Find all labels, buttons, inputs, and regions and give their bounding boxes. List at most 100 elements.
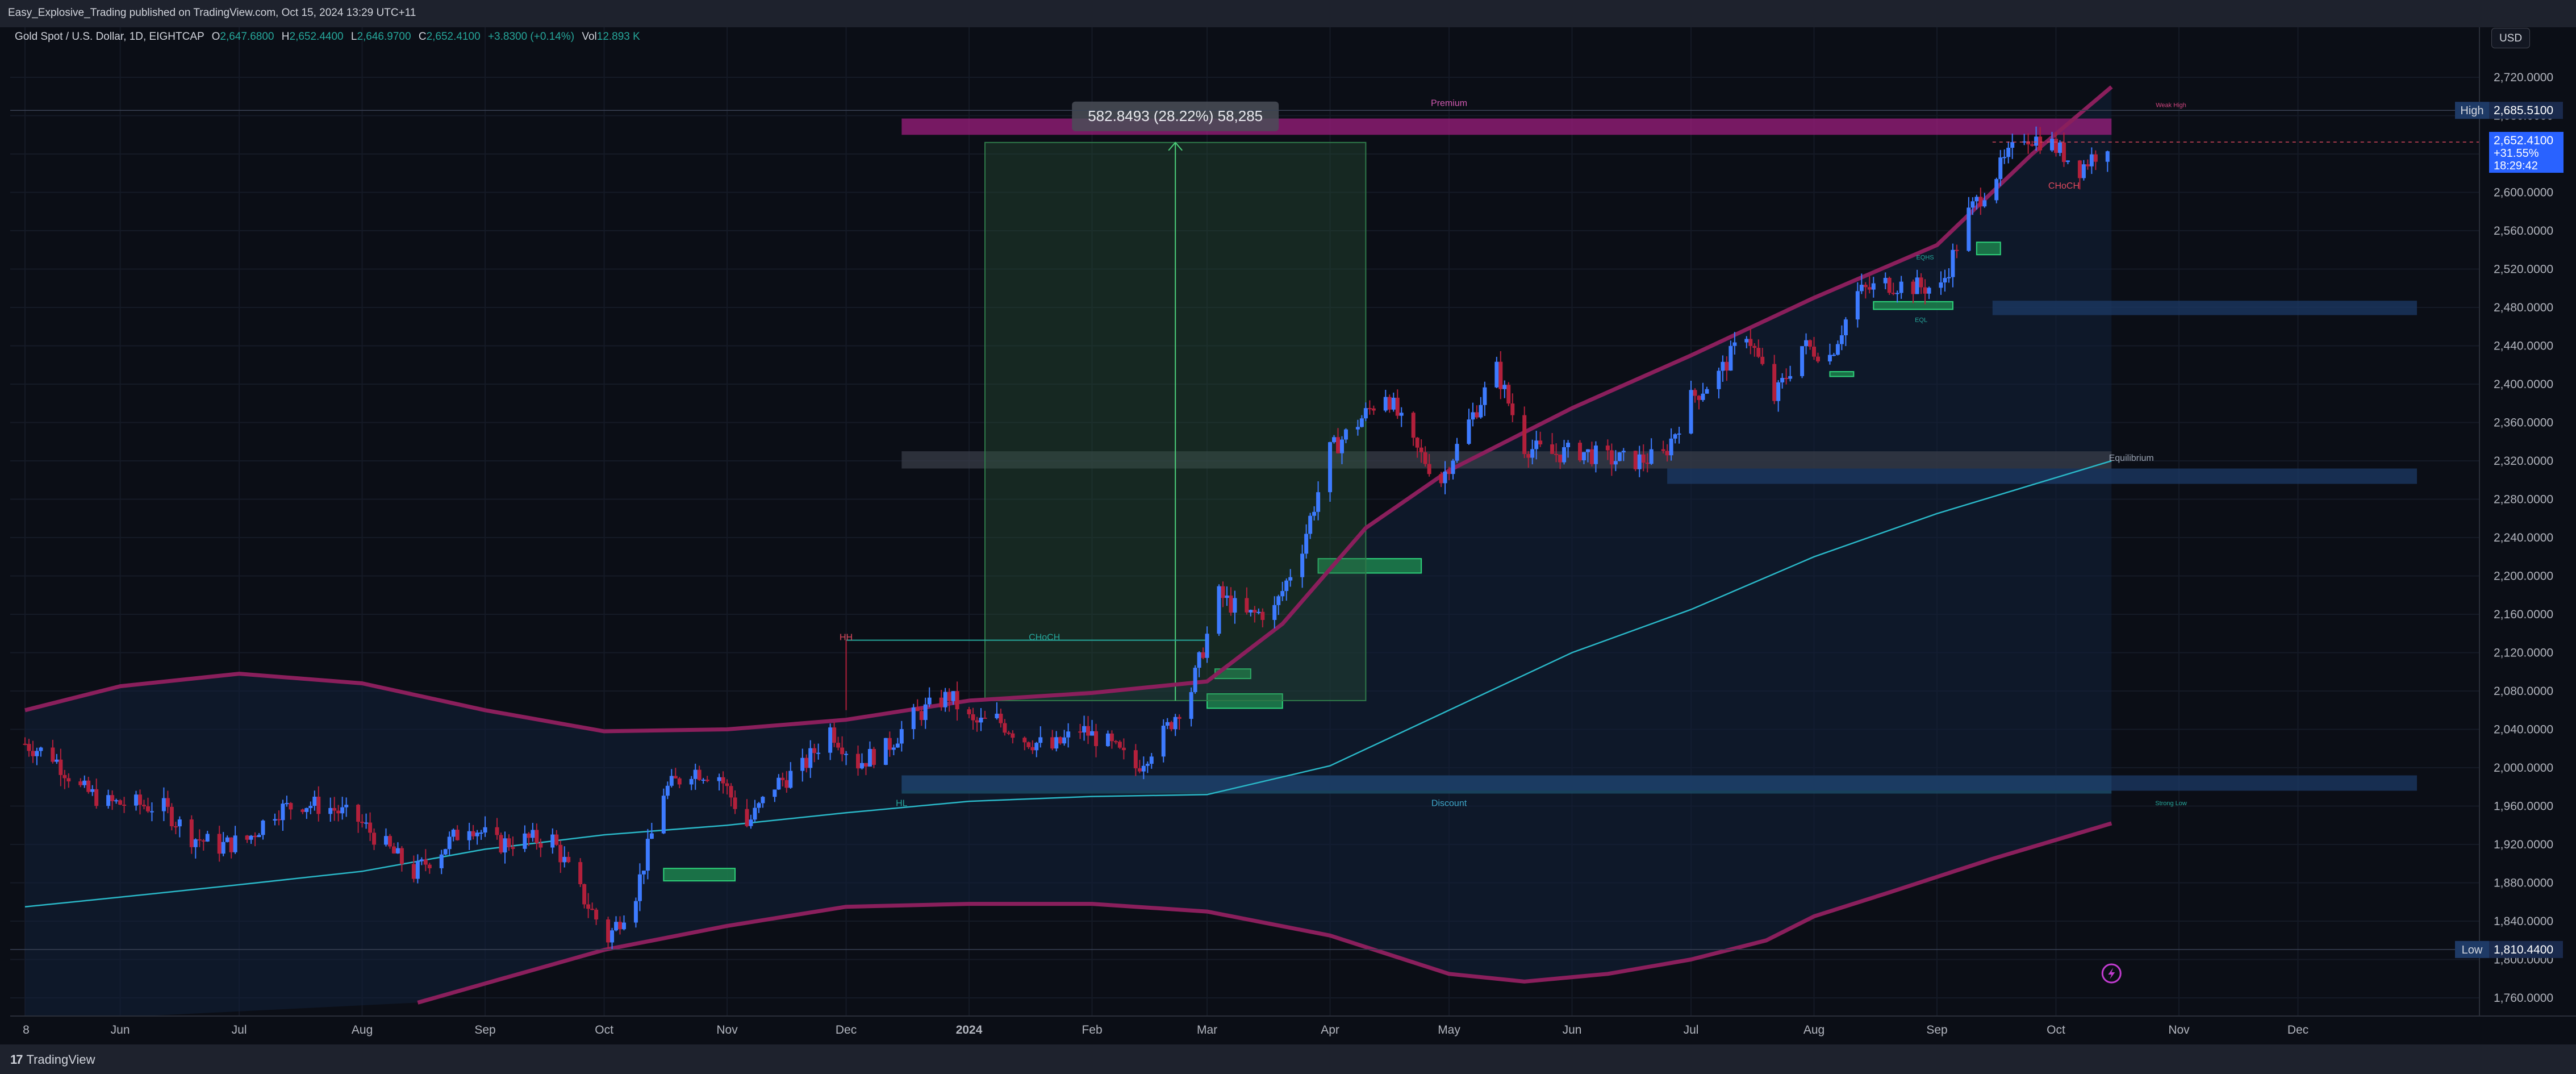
candle-body[interactable] [1272, 605, 1277, 620]
candle-body[interactable] [391, 846, 396, 854]
candle-body[interactable] [1034, 743, 1039, 751]
candle-body[interactable] [1621, 451, 1626, 453]
candle-body[interactable] [1867, 287, 1872, 290]
candle-body[interactable] [1030, 747, 1035, 751]
candle-body[interactable] [471, 831, 475, 836]
symbol-legend[interactable]: Gold Spot / U.S. Dollar, 1D, EIGHTCAP O2… [15, 31, 640, 43]
candle-body[interactable] [1117, 742, 1122, 748]
candle-body[interactable] [411, 864, 416, 879]
candle-body[interactable] [340, 807, 345, 814]
candle-body[interactable] [531, 830, 535, 838]
candle-body[interactable] [1141, 765, 1146, 772]
candle-body[interactable] [523, 833, 527, 849]
candle-body[interactable] [1137, 768, 1142, 772]
candle-body[interactable] [304, 807, 309, 812]
candle-body[interactable] [856, 754, 861, 769]
candle-body[interactable] [649, 833, 654, 839]
candle-body[interactable] [1661, 449, 1665, 451]
candle-body[interactable] [1343, 429, 1348, 440]
candle-body[interactable] [1585, 449, 1590, 452]
candle-body[interactable] [82, 780, 87, 785]
candle-body[interactable] [1312, 511, 1317, 516]
candle-body[interactable] [871, 749, 876, 765]
candle-body[interactable] [1843, 319, 1848, 336]
candle-body[interactable] [395, 848, 400, 854]
candle-body[interactable] [35, 751, 39, 756]
candle-body[interactable] [1105, 733, 1110, 746]
candle-body[interactable] [372, 832, 377, 845]
candle-body[interactable] [1090, 731, 1095, 736]
candle-body[interactable] [1617, 452, 1622, 461]
candle-body[interactable] [1566, 443, 1571, 447]
candle-body[interactable] [51, 747, 55, 762]
candle-body[interactable] [1094, 731, 1099, 746]
candle-body[interactable] [86, 780, 91, 792]
candle-body[interactable] [1359, 418, 1364, 427]
candle-body[interactable] [221, 842, 226, 854]
candle-body[interactable] [1939, 282, 1943, 288]
candle-body[interactable] [55, 759, 59, 762]
candle-body[interactable] [1316, 492, 1321, 512]
candle-body[interactable] [558, 844, 563, 863]
candle-body[interactable] [23, 743, 27, 745]
candle-body[interactable] [1915, 277, 1919, 294]
candle-body[interactable] [1339, 439, 1344, 453]
candle-body[interactable] [2054, 139, 2059, 153]
candle-body[interactable] [2006, 148, 2011, 157]
candle-body[interactable] [383, 836, 388, 845]
zone-fvg[interactable] [1992, 301, 2417, 315]
candle-body[interactable] [919, 711, 924, 721]
candle-body[interactable] [1974, 197, 1979, 202]
candle-body[interactable] [94, 789, 99, 806]
candle-body[interactable] [1534, 440, 1539, 449]
candle-body[interactable] [27, 744, 31, 751]
candle-body[interactable] [1494, 361, 1499, 388]
candle-body[interactable] [177, 819, 182, 827]
candle-body[interactable] [1705, 389, 1709, 394]
candle-body[interactable] [1201, 652, 1205, 658]
candle-body[interactable] [947, 692, 951, 701]
candle-body[interactable] [253, 835, 257, 838]
candle-body[interactable] [1229, 596, 1233, 613]
candle-body[interactable] [1161, 726, 1166, 757]
candle-body[interactable] [2022, 141, 2027, 143]
candle-body[interactable] [633, 901, 638, 923]
candle-body[interactable] [1510, 403, 1515, 415]
candle-body[interactable] [1665, 451, 1669, 456]
candle-body[interactable] [134, 794, 139, 806]
candle-body[interactable] [1193, 668, 1197, 692]
candle-body[interactable] [1256, 611, 1261, 613]
candle-body[interactable] [804, 757, 809, 768]
candle-body[interactable] [527, 833, 531, 838]
candle-body[interactable] [1173, 717, 1178, 730]
candle-body[interactable] [701, 779, 705, 781]
candle-body[interactable] [368, 822, 373, 833]
candle-body[interactable] [645, 839, 650, 871]
candle-body[interactable] [332, 807, 337, 811]
candle-body[interactable] [149, 811, 154, 813]
candle-body[interactable] [971, 714, 975, 721]
candle-body[interactable] [1550, 444, 1555, 454]
candle-body[interactable] [1427, 464, 1431, 474]
candle-body[interactable] [590, 909, 595, 910]
candle-body[interactable] [2034, 136, 2039, 146]
candle-body[interactable] [479, 832, 483, 834]
candle-body[interactable] [1308, 515, 1313, 534]
candle-body[interactable] [1054, 737, 1059, 749]
candle-body[interactable] [995, 713, 999, 718]
candle-body[interactable] [1577, 443, 1582, 461]
candle-body[interactable] [281, 804, 285, 821]
candle-body[interactable] [1221, 586, 1225, 598]
candle-body[interactable] [1784, 378, 1789, 380]
candle-body[interactable] [1498, 361, 1503, 389]
candle-body[interactable] [257, 835, 261, 838]
candle-body[interactable] [1011, 733, 1015, 738]
candle-body[interactable] [1411, 413, 1416, 438]
candle-body[interactable] [1812, 347, 1817, 357]
price-chart[interactable]: 582.8493 (28.22%) 58,285 Premium Equilibri… [0, 27, 2576, 1044]
candle-body[interactable] [173, 826, 178, 828]
candle-body[interactable] [122, 805, 127, 806]
candle-body[interactable] [1383, 397, 1388, 411]
candle-body[interactable] [705, 779, 709, 781]
candle-body[interactable] [1066, 731, 1071, 738]
